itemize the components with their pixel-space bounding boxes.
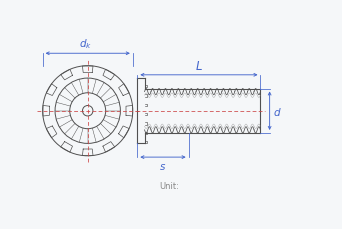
Text: $d_k$: $d_k$ [79,37,92,51]
Text: $d$: $d$ [273,105,281,117]
Text: $L$: $L$ [195,59,203,72]
Text: $s$: $s$ [159,161,167,171]
Text: Unit:: Unit: [159,182,179,191]
